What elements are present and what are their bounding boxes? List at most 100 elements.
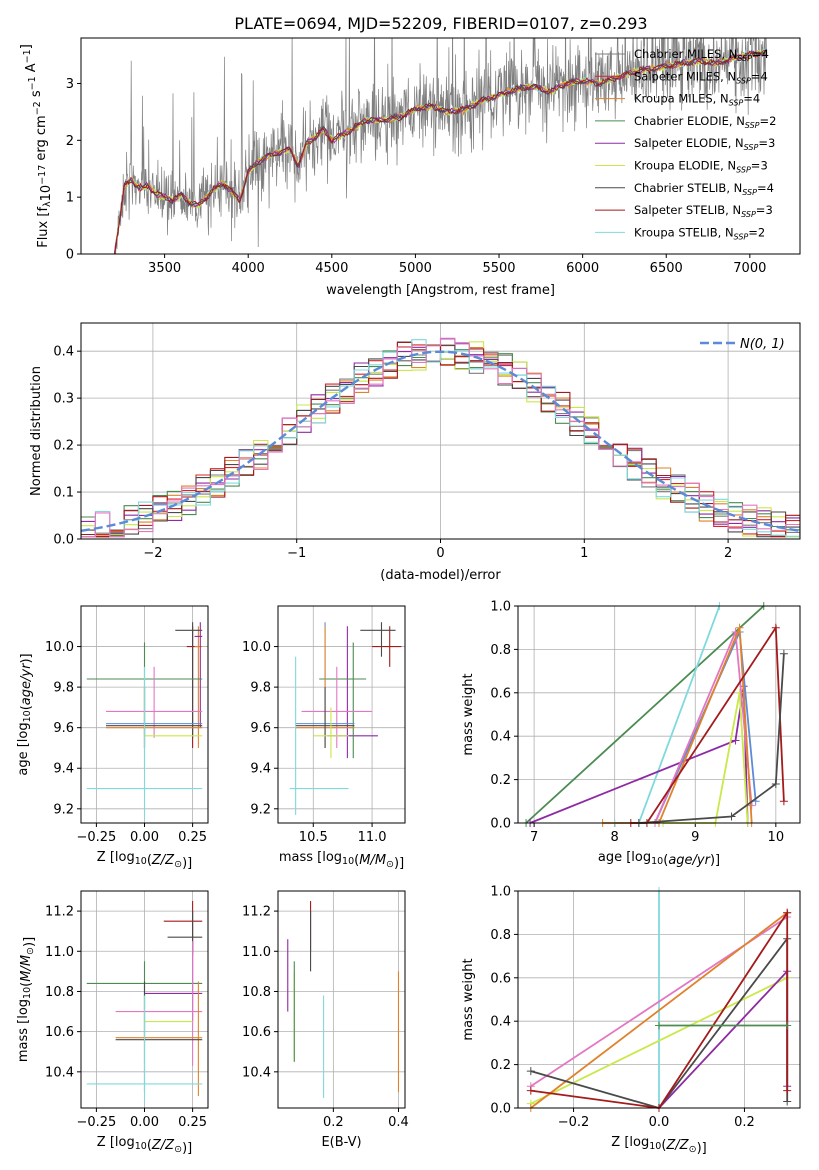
age-vs-metallicity-panel: −0.25 0.00 0.25 9.2 9.4 9.6 9.8 10.0 Z [log10(Z/… [16, 605, 209, 871]
axes-frame [277, 890, 406, 1109]
x-tick-label: 0.00 [130, 1115, 159, 1130]
axis-label: mass [log10(M/M⊙)] [16, 937, 37, 1062]
y-tick-label: 9.6 [250, 721, 271, 736]
y-tick-label: 1.0 [490, 600, 511, 615]
errorbars [289, 622, 402, 815]
x-tick-label: 10.5 [299, 830, 328, 845]
errorbars [287, 901, 400, 1098]
errorbars [86, 901, 203, 1102]
axis-label: age [log10(age/yr)] [598, 850, 720, 868]
x-tick-label: 0.4 [388, 1115, 409, 1130]
weight-series-line [638, 653, 785, 824]
x-tick-label: 0 [436, 546, 444, 561]
y-tick-label: 0.4 [53, 345, 74, 360]
axes-frame [80, 890, 209, 1109]
y-tick-label: 11.2 [45, 905, 74, 920]
axis-label: Z [log10(Z/Z⊙)] [97, 1135, 192, 1156]
y-tick-label: 0.8 [490, 643, 511, 658]
figure-title: PLATE=0694, MJD=52209, FIBERID=0107, z=0… [234, 14, 647, 33]
axis-label: wavelength [Angstrom, rest frame] [326, 283, 555, 298]
age-vs-mass-panel: 10.5 11.0 9.2 9.4 9.6 9.8 10.0 mass [log10(M/M⊙… [242, 605, 406, 871]
axis-label: Z [log10(Z/Z⊙)] [97, 850, 192, 871]
residuals-panel: −2 −1 0 1 2 0.0 0.1 0.2 0.3 0.4 (data-model)/error… [29, 322, 801, 583]
x-tick-label: 6500 [650, 261, 683, 276]
weight-series-line [530, 911, 788, 1109]
x-tick-label: 3500 [148, 261, 181, 276]
weight-point-marker [779, 649, 788, 658]
x-tick-label: −0.25 [76, 830, 116, 845]
x-tick-label: 1 [580, 546, 588, 561]
x-tick-label: 5500 [482, 261, 515, 276]
y-tick-label: 10.6 [45, 1025, 74, 1040]
residual-histogram [81, 337, 800, 538]
weight-point-marker [771, 779, 780, 788]
y-tick-label: 0.0 [490, 817, 511, 832]
y-tick-label: 11.0 [242, 945, 271, 960]
y-tick-label: 10.4 [242, 1065, 271, 1080]
weight-point-marker [771, 623, 780, 632]
histograms [81, 337, 800, 538]
legend-entry: Kroupa ELODIE, NSSP=3 [634, 159, 768, 175]
x-tick-label: 0.0 [649, 1115, 670, 1130]
weight-point-marker [783, 1086, 792, 1095]
y-tick-label: 10.0 [45, 640, 74, 655]
x-tick-label: 0.00 [130, 830, 159, 845]
y-tick-label: 0.4 [490, 730, 511, 745]
x-tick-label: 2 [724, 546, 732, 561]
y-tick-label: 9.6 [53, 721, 74, 736]
weight-point-marker [735, 623, 744, 632]
weight-point-marker [779, 797, 788, 806]
legend-entry: Salpeter MILES, NSSP=4 [634, 69, 768, 85]
axes-frame [80, 605, 209, 824]
y-tick-label: 9.8 [250, 681, 271, 696]
weight-point-marker [655, 1021, 663, 1030]
axis-label: (data-model)/error [380, 568, 501, 583]
y-tick-label: 3 [66, 77, 74, 92]
axis-label: mass [log10(M/M⊙)] [279, 850, 404, 871]
y-tick-label: 0.6 [490, 686, 511, 701]
y-tick-label: 9.2 [53, 802, 74, 817]
weight-point-marker [526, 1086, 535, 1095]
x-tick-label: 0.25 [178, 1115, 207, 1130]
y-tick-label: 0.2 [53, 439, 74, 454]
x-tick-label: −1 [287, 546, 306, 561]
y-tick-label: 10.8 [45, 985, 74, 1000]
axes-frame [277, 605, 406, 824]
x-tick-label: 0.2 [734, 1115, 755, 1130]
model-spectrum-line [114, 49, 767, 254]
normal-distribution-curve [81, 350, 800, 532]
axis-label: age [log10(age/yr)] [16, 653, 34, 775]
weight-lines [526, 887, 792, 1112]
y-tick-label: 0.0 [53, 533, 74, 548]
weight-point-marker [783, 1021, 792, 1030]
errorbars [86, 622, 203, 819]
x-tick-label: 0.2 [323, 1115, 344, 1130]
y-tick-label: 9.4 [250, 762, 271, 777]
x-tick-label: 10 [768, 830, 785, 845]
y-tick-label: 0.8 [490, 928, 511, 943]
spectrum-lines [113, 38, 768, 254]
weight-vs-metallicity-panel: −0.2 0.0 0.2 0.0 0.2 0.4 0.6 0.8 1.0 Z [log10(Z/Z… [461, 885, 801, 1156]
y-tick-label: 10.8 [242, 985, 271, 1000]
x-tick-label: 9 [691, 830, 699, 845]
x-tick-label: 7000 [733, 261, 766, 276]
x-tick-label: 11.0 [358, 830, 387, 845]
mass-vs-extinction-panel: 0.2 0.4 10.4 10.6 10.8 11.0 11.2 E(B-V) [242, 890, 409, 1150]
observed-spectrum-line [114, 38, 767, 254]
axes-frame [517, 890, 801, 1109]
weight-series-line [530, 909, 789, 1109]
model-spectrum-line [114, 50, 767, 254]
legend-entry: N(0, 1) [740, 337, 785, 352]
weight-series-line [658, 969, 789, 1109]
y-tick-label: 11.0 [45, 945, 74, 960]
axis-label: E(B-V) [321, 1135, 361, 1150]
legend-entry: Salpeter STELIB, NSSP=3 [634, 203, 773, 219]
x-tick-label: −0.2 [558, 1115, 590, 1130]
y-tick-label: 0.0 [490, 1102, 511, 1117]
x-tick-label: 4000 [232, 261, 265, 276]
y-tick-label: 0.4 [490, 1015, 511, 1030]
legend-entry: Chabrier STELIB, NSSP=4 [634, 181, 774, 197]
weight-point-marker [526, 1067, 535, 1076]
y-tick-label: 10.0 [242, 640, 271, 655]
